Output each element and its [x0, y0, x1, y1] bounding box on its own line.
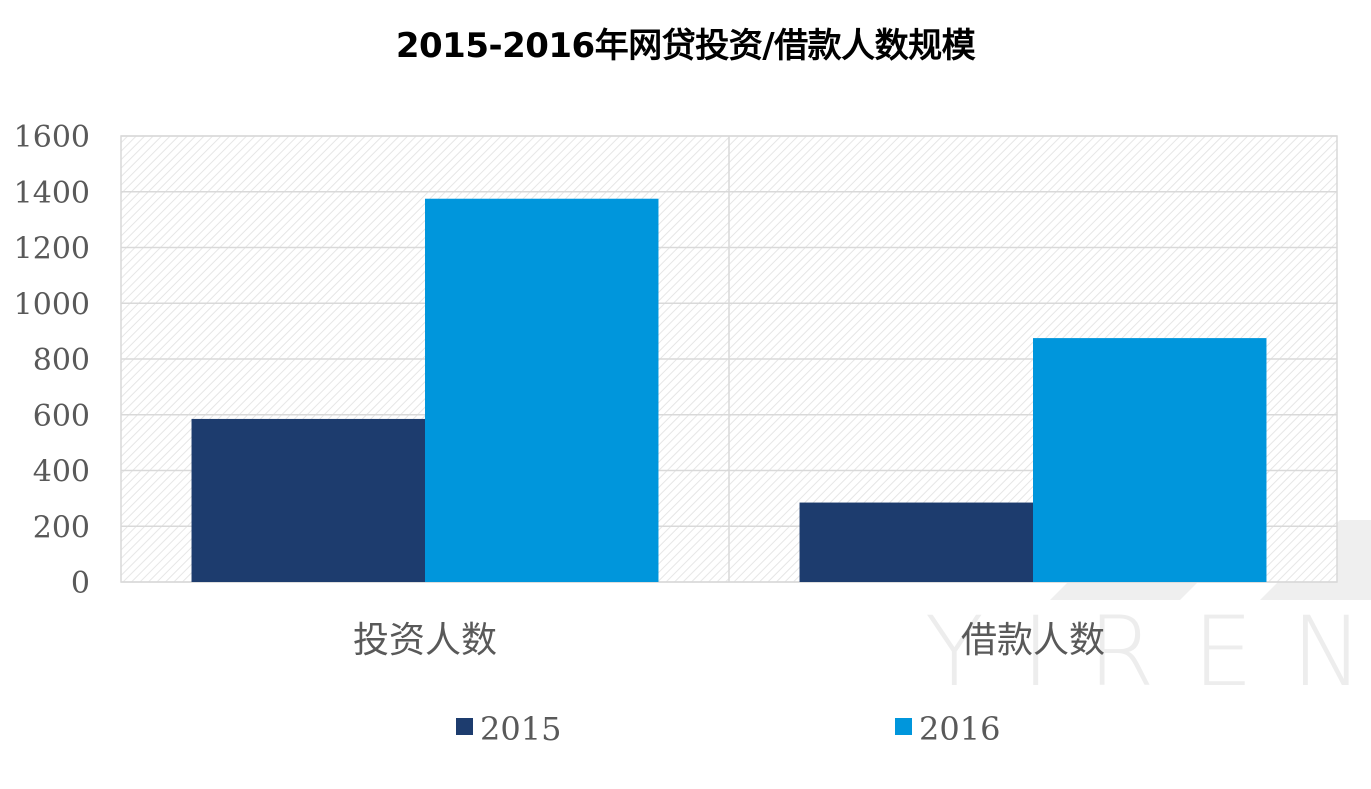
bar-2015-2: [799, 502, 1033, 582]
bar-2015-1: [191, 418, 425, 582]
legend-label-2016: 2016: [919, 710, 1000, 748]
bar-2016-2: [1033, 338, 1267, 582]
legend-swatch-2016: [895, 718, 912, 735]
watermark-text: YIREN: [925, 596, 1371, 708]
y-tick-label: 200: [33, 510, 90, 545]
x-axis-category-labels: 投资人数 借款人数: [353, 620, 1105, 661]
y-tick-label: 1600: [14, 120, 90, 155]
y-axis-tick-labels: 0 200 400 600 800 1000 1200 1400 1600: [14, 120, 90, 601]
y-tick-label: 1000: [14, 287, 90, 322]
chart-title: 2015-2016年网贷投资/借款人数规模: [395, 26, 976, 66]
y-tick-label: 1200: [14, 232, 90, 267]
category-label: 投资人数: [353, 620, 497, 661]
y-tick-label: 800: [33, 343, 90, 378]
legend-label-2015: 2015: [480, 710, 561, 748]
y-tick-label: 600: [33, 399, 90, 434]
y-tick-label: 0: [71, 566, 90, 601]
bar-2016-1: [425, 198, 659, 582]
legend-swatch-2015: [456, 718, 473, 735]
y-tick-label: 400: [33, 455, 90, 490]
bars: [191, 198, 1267, 582]
category-label: 借款人数: [961, 620, 1105, 661]
legend: 2015 2016: [456, 710, 1000, 748]
y-tick-label: 1400: [14, 176, 90, 211]
